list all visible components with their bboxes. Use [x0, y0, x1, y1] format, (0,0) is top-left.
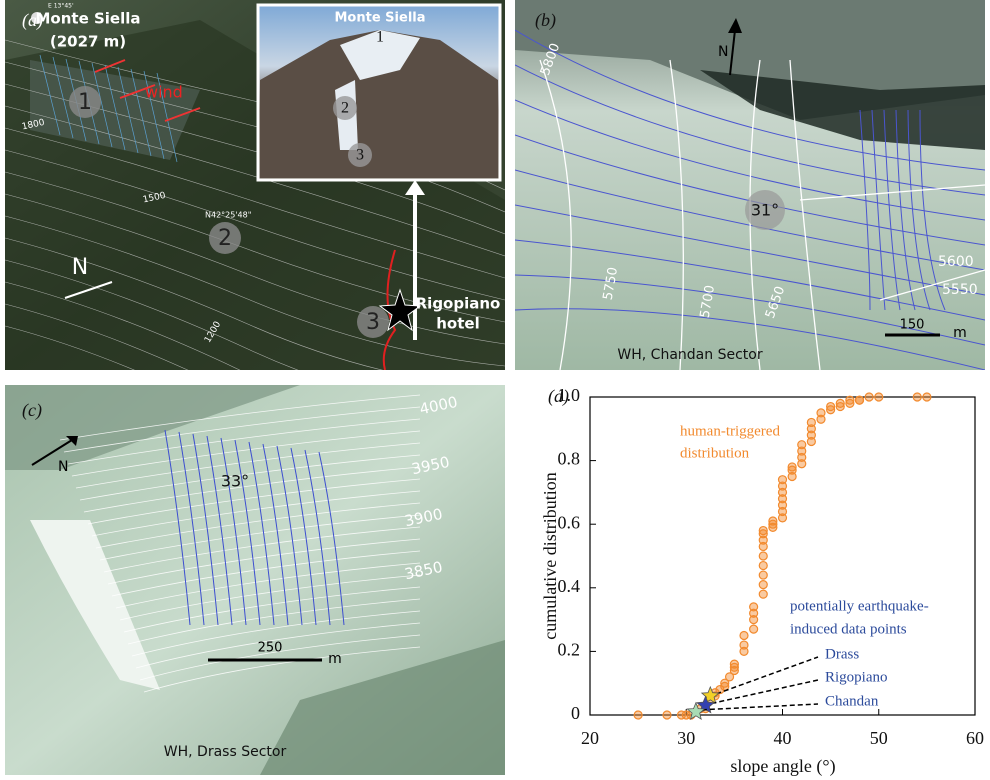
x-tick-label: 20 [581, 728, 599, 748]
peak-name: Monte Siella [36, 10, 141, 28]
data-point [856, 396, 864, 404]
leader-line [702, 704, 818, 710]
site-label: 1 [78, 90, 92, 115]
contour-label: 5550 [942, 282, 978, 298]
data-point [759, 581, 767, 589]
data-point [836, 399, 844, 407]
x-tick-label: 60 [966, 728, 984, 748]
scale-unit: m [328, 651, 342, 667]
star-label: Chandan [825, 693, 879, 709]
data-point [740, 632, 748, 640]
panel-label: (b) [535, 10, 556, 31]
slope-label: 33° [221, 472, 249, 491]
data-point [750, 603, 758, 611]
data-point [788, 463, 796, 471]
annotation: distribution [680, 445, 750, 461]
data-point [827, 403, 835, 411]
y-tick-label: 0 [571, 703, 580, 723]
north-label: N [718, 44, 728, 60]
scale-label: 250 [258, 641, 283, 656]
peak-elevation: (2027 m) [50, 33, 126, 51]
data-point [798, 441, 806, 449]
slope-label: 31° [751, 201, 779, 220]
y-axis-label: cumulative distribution [540, 472, 560, 639]
data-point [769, 517, 777, 525]
scale-label: 150 [900, 318, 925, 333]
x-tick-label: 50 [870, 728, 888, 748]
annotation: potentially earthquake- [790, 598, 929, 614]
data-point [913, 393, 921, 401]
panel-label: (c) [22, 400, 42, 421]
data-point [846, 396, 854, 404]
data-point [759, 590, 767, 598]
panel-d: (d) slope angle (°) cumulative distribut… [540, 385, 984, 777]
data-point [923, 393, 931, 401]
site-label: 2 [341, 100, 349, 117]
coordinate: N42°25'48" [205, 211, 251, 220]
annotation: induced data points [790, 621, 907, 637]
panel-c: (c) N 4000 3950 3900 3850 33° 250 m WH, … [5, 385, 505, 775]
data-point [875, 393, 883, 401]
north-label: N [72, 255, 88, 280]
y-tick-label: 0.2 [558, 640, 581, 660]
data-point [750, 625, 758, 633]
hotel-label: Rigopiano [416, 295, 501, 313]
data-point [779, 476, 787, 484]
caption: WH, Chandan Sector [617, 347, 762, 363]
y-tick-label: 0.6 [558, 512, 581, 532]
plot-frame [590, 397, 975, 715]
wind-label: wind [145, 83, 183, 102]
panel-b: (b) N 5800 5750 5700 5650 5600 5550 31° … [515, 0, 985, 370]
data-point [634, 711, 642, 719]
site-label: 3 [356, 147, 364, 164]
x-axis-label: slope angle (°) [730, 756, 835, 777]
site-label: 1 [376, 29, 384, 46]
hotel-label: hotel [436, 315, 479, 333]
site-label: 3 [366, 310, 380, 335]
data-point [807, 418, 815, 426]
data-point [817, 409, 825, 417]
y-tick-label: 0.8 [558, 449, 581, 469]
data-point [663, 711, 671, 719]
north-label: N [58, 459, 68, 475]
y-tick-label: 1.0 [558, 385, 581, 405]
star-label: Rigopiano [825, 669, 888, 685]
coordinate: E 13°45' [48, 3, 74, 10]
data-point [759, 527, 767, 535]
data-point [730, 660, 738, 668]
data-point [759, 571, 767, 579]
y-tick-label: 0.4 [558, 576, 581, 596]
x-tick-label: 30 [677, 728, 695, 748]
caption: WH, Drass Sector [164, 744, 287, 760]
figure: (a) E 13°45' Monte Siella (2027 m) wind … [0, 0, 990, 780]
site-label: 2 [218, 226, 232, 251]
data-point [865, 393, 873, 401]
scale-unit: m [953, 325, 967, 341]
star-label: Drass [825, 646, 859, 662]
data-point [759, 552, 767, 560]
annotation: human-triggered [680, 423, 780, 439]
inset-title: Monte Siella [335, 11, 426, 26]
x-tick-label: 40 [774, 728, 792, 748]
contour-label: 5600 [938, 254, 974, 270]
data-point [740, 641, 748, 649]
data-point [759, 562, 767, 570]
